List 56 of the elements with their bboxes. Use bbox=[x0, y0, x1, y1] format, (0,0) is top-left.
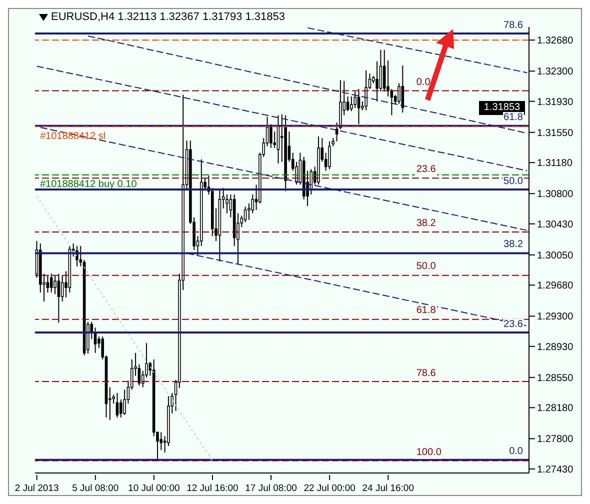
chart-title: EURUSD,H4 1.32113 1.32367 1.31793 1.31853 bbox=[51, 11, 286, 23]
y-tick-label: 1.32300 bbox=[537, 66, 574, 78]
y-tick-label: 1.30800 bbox=[537, 189, 574, 200]
annotation: 0.0 bbox=[508, 446, 524, 458]
y-tick-label: 1.31180 bbox=[537, 158, 573, 170]
y-tick-label: 1.27800 bbox=[537, 434, 574, 446]
annotation: 61.8 bbox=[415, 305, 437, 318]
y-tick-label: 1.28930 bbox=[537, 342, 574, 353]
candlestick bbox=[46, 274, 50, 293]
ref-line-label: #101888412 buy 0.10 bbox=[40, 178, 138, 190]
y-tick-label: 1.29300 bbox=[537, 312, 574, 323]
annotation: 78.6 bbox=[415, 368, 437, 380]
x-tick-label: 2 Jul 2013 bbox=[14, 483, 59, 494]
y-tick-label: 1.30050 bbox=[537, 250, 574, 262]
x-tick-label: 10 Jul 00:00 bbox=[128, 483, 180, 494]
annotation: 78.6 bbox=[502, 20, 524, 32]
candlestick bbox=[346, 96, 350, 112]
annotation: 38.2 bbox=[415, 218, 437, 230]
annotation: 50.0 bbox=[502, 176, 524, 188]
y-tick-label: 1.27430 bbox=[537, 464, 574, 476]
candlestick bbox=[244, 206, 247, 223]
y-tick-label: 1.31930 bbox=[537, 96, 574, 108]
candlestick bbox=[248, 202, 250, 220]
annotation: 0.0 bbox=[415, 76, 432, 89]
candlestick bbox=[60, 274, 64, 302]
x-tick-label: 17 Jul 08:00 bbox=[245, 483, 297, 494]
candlestick bbox=[57, 273, 60, 324]
y-tick-label: 1.29680 bbox=[537, 280, 574, 292]
x-tick-label: 12 Jul 16:00 bbox=[186, 483, 238, 494]
candlestick bbox=[119, 398, 122, 418]
candlestick bbox=[354, 91, 356, 108]
candlestick bbox=[50, 273, 53, 293]
candlestick bbox=[357, 88, 360, 125]
candlestick bbox=[364, 70, 368, 111]
y-tick-label: 1.28550 bbox=[537, 372, 574, 384]
candlestick bbox=[382, 49, 386, 92]
y-tick-label: 1.30430 bbox=[537, 219, 574, 230]
x-tick-label: 24 Jul 16:00 bbox=[362, 483, 414, 494]
x-tick-label: 5 Jul 08:00 bbox=[72, 483, 119, 494]
x-tick-label: 22 Jul 00:00 bbox=[304, 483, 356, 494]
candlestick bbox=[54, 274, 56, 295]
annotation: 23.6 bbox=[415, 164, 437, 176]
annotation: 50.0 bbox=[415, 261, 437, 274]
candlestick bbox=[116, 392, 119, 418]
annotation: 23.6 bbox=[502, 318, 524, 330]
y-tick-label: 1.31550 bbox=[537, 128, 574, 139]
y-tick-label: 1.32680 bbox=[537, 36, 574, 47]
annotation: 100.0 bbox=[415, 446, 442, 459]
y-tick-label: 1.28180 bbox=[537, 403, 574, 414]
candlestick bbox=[376, 60, 378, 102]
candlestick bbox=[328, 140, 331, 170]
annotation: 38.2 bbox=[502, 239, 524, 252]
annotation: 61.8 bbox=[502, 112, 524, 124]
candlestick bbox=[350, 96, 353, 112]
candlestick bbox=[270, 124, 272, 148]
candlestick bbox=[398, 82, 400, 104]
